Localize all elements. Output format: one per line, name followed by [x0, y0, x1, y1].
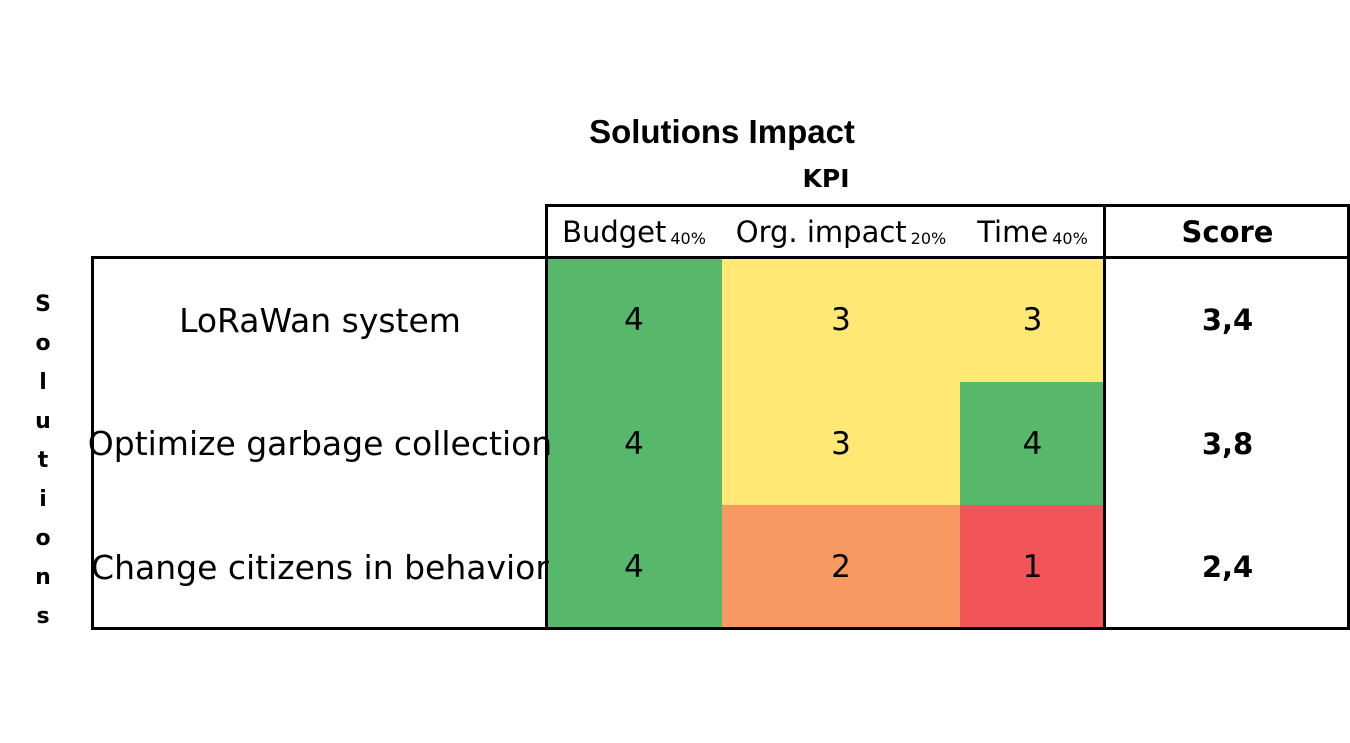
score-value: 2,4	[1201, 550, 1254, 584]
axis-letter: i	[39, 487, 47, 512]
cell-org-impact: 3	[722, 258, 960, 382]
axis-letter: t	[37, 448, 49, 473]
axis-letter: s	[36, 604, 50, 629]
header-budget: Budget 40%	[546, 206, 722, 258]
header-score: Score	[1181, 215, 1274, 249]
cell-budget: 4	[546, 258, 722, 382]
cell-org-impact: 3	[722, 382, 960, 505]
kpi-label: KPI	[802, 164, 850, 193]
cell-time: 4	[960, 382, 1105, 505]
axis-letter: o	[35, 331, 51, 356]
axis-letter: S	[35, 292, 51, 317]
header-budget-label: Budget	[562, 215, 667, 249]
cell-time: 1	[960, 505, 1105, 629]
score-value: 3,8	[1201, 426, 1254, 461]
page-title: Solutions Impact	[589, 113, 855, 150]
header-budget-weight: 40%	[670, 228, 706, 248]
solutions-block-border	[91, 256, 1106, 630]
header-time-weight: 40%	[1052, 228, 1088, 248]
cell-budget: 4	[546, 382, 722, 505]
header-time-label: Time	[977, 215, 1049, 249]
solutions-axis-label: S o l u t i o n s	[28, 285, 58, 636]
axis-letter: n	[35, 565, 51, 590]
solution-name: Change citizens in behavior	[91, 547, 549, 587]
cell-time: 3	[960, 258, 1105, 382]
header-time: Time 40%	[960, 206, 1105, 258]
solution-name: Optimize garbage collection	[87, 424, 553, 463]
axis-letter: l	[39, 370, 47, 395]
score-value: 3,4	[1201, 303, 1254, 337]
score-header-divider	[1103, 256, 1350, 259]
header-org-impact-label: Org. impact	[735, 215, 907, 249]
solution-name: LoRaWan system	[179, 300, 461, 340]
header-org-impact: Org. impact 20%	[722, 206, 960, 258]
header-org-impact-weight: 20%	[910, 228, 947, 248]
cell-budget: 4	[546, 505, 722, 629]
cell-org-impact: 2	[722, 505, 960, 629]
score-block-border	[1103, 204, 1350, 630]
axis-letter: u	[35, 409, 51, 434]
axis-letter: o	[35, 526, 51, 551]
